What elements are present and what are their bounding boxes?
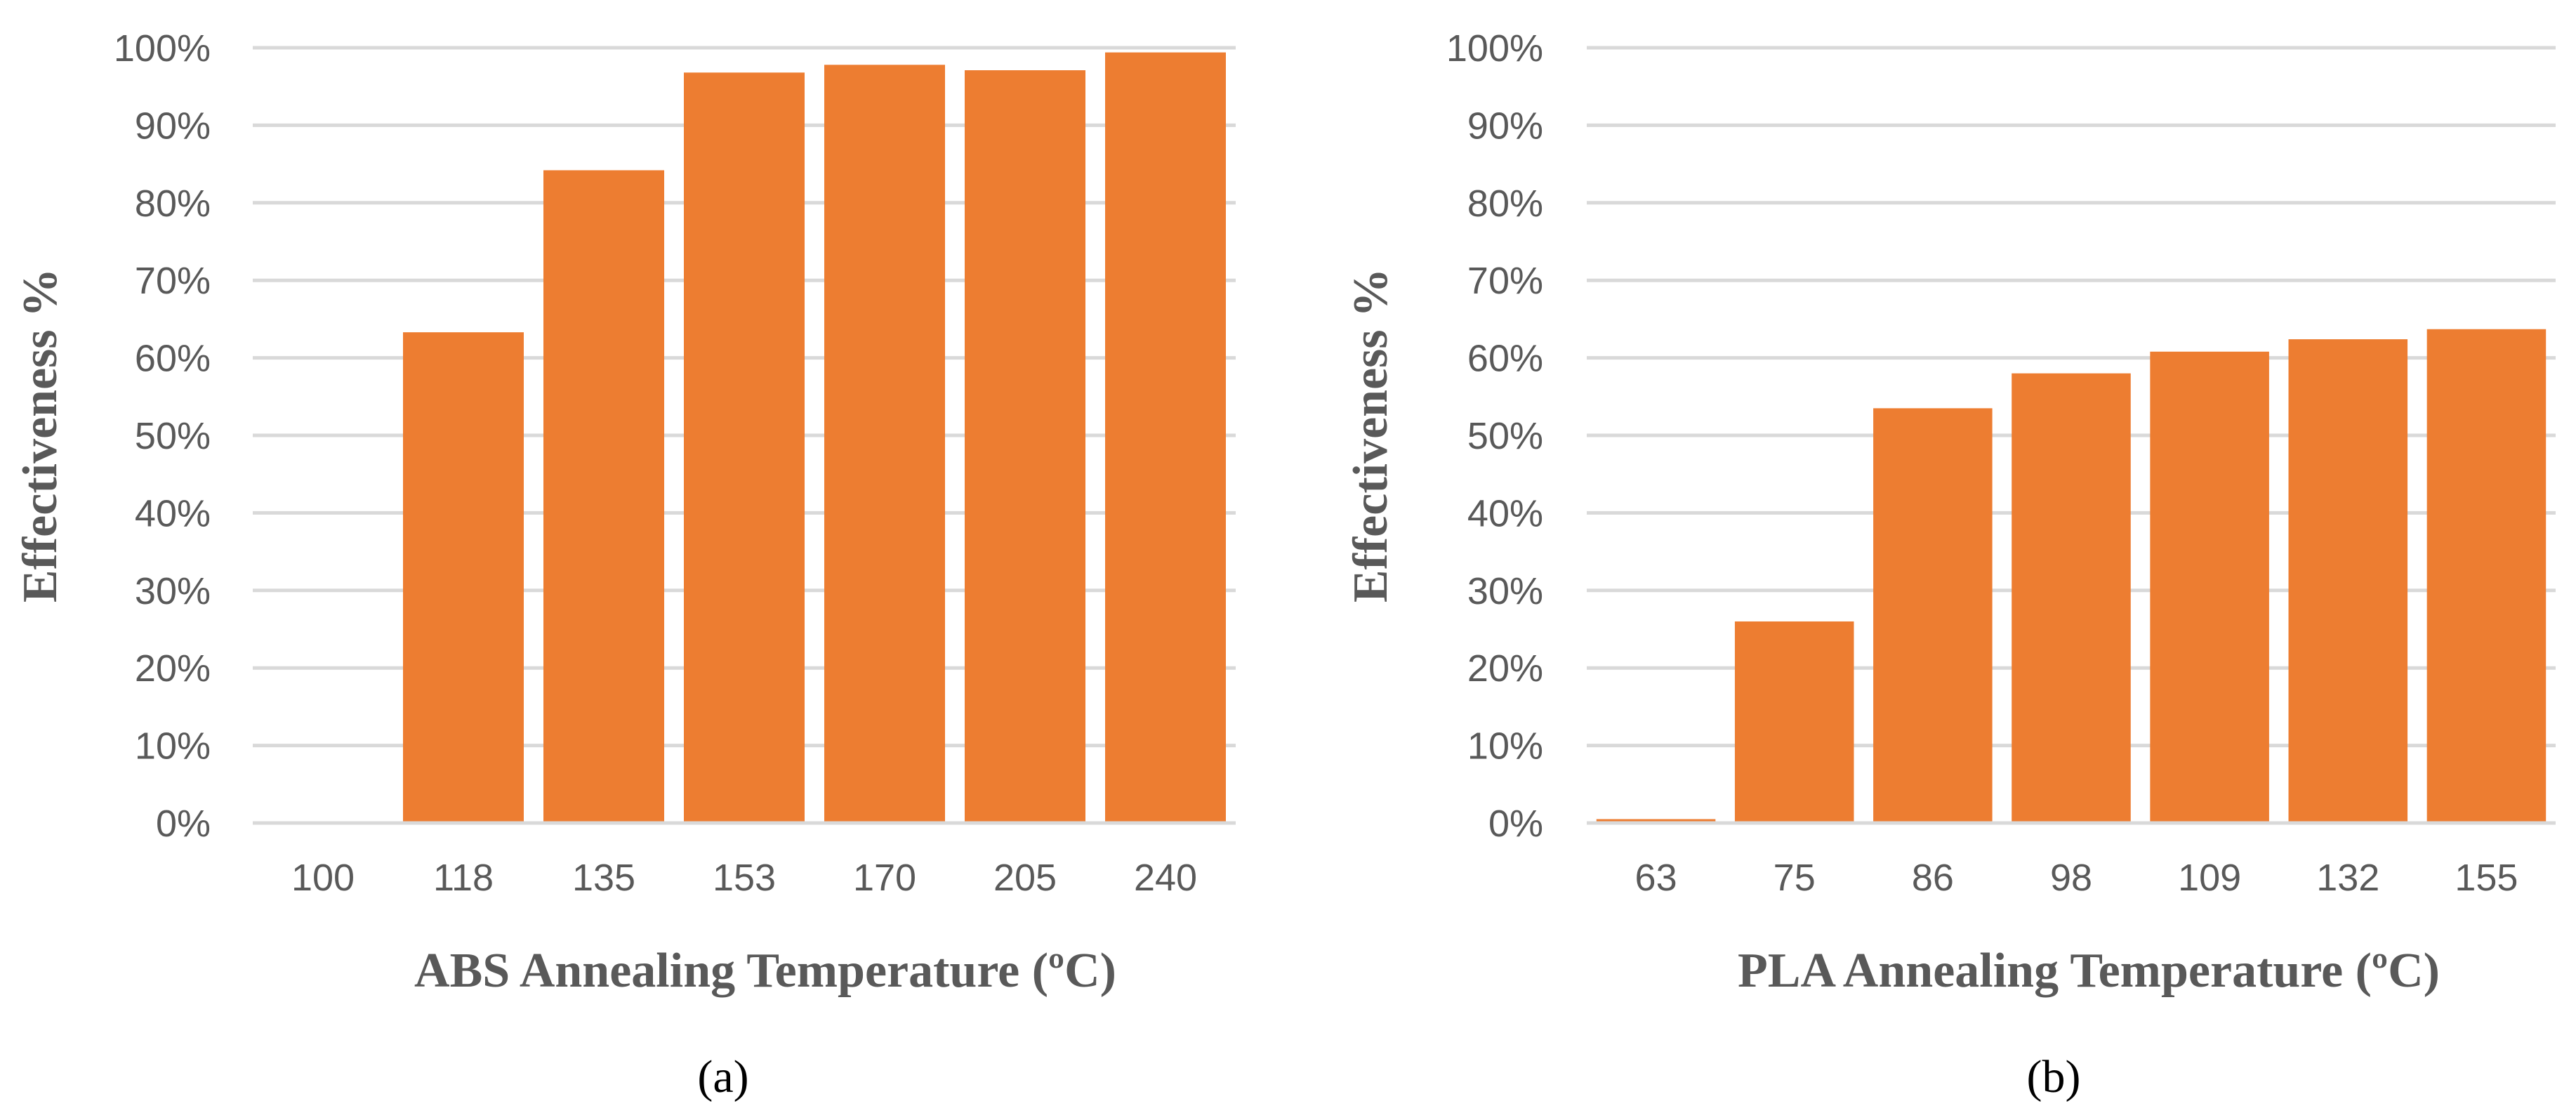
y-tick-label: 100% — [114, 27, 211, 70]
bar — [2288, 339, 2408, 823]
panel-label: (b) — [2027, 1051, 2081, 1102]
x-tick-label: 155 — [2455, 857, 2518, 899]
y-tick-label: 10% — [135, 725, 211, 768]
y-tick-label: 90% — [1467, 105, 1543, 147]
x-tick-label: 98 — [2050, 857, 2092, 899]
y-tick-label: 40% — [135, 492, 211, 534]
y-tick-labels: 0% 10% 20% 30% 40% 50% 60% 70% 80% 90% 100% — [1446, 27, 1543, 845]
x-tick-label: 170 — [853, 857, 916, 899]
y-axis-title: Effectiveness % — [13, 268, 67, 603]
bar — [965, 70, 1085, 824]
bar — [543, 170, 664, 823]
bar — [684, 72, 805, 823]
y-axis-title: Effectiveness % — [1344, 268, 1398, 603]
y-tick-label: 40% — [1467, 492, 1543, 534]
y-tick-label: 50% — [135, 415, 211, 457]
x-tick-label: 118 — [433, 857, 494, 899]
x-tick-label: 205 — [993, 857, 1057, 899]
y-tick-label: 60% — [1467, 338, 1543, 380]
y-tick-label: 20% — [135, 647, 211, 690]
panel-label: (a) — [697, 1051, 748, 1102]
bars — [1596, 329, 2547, 823]
x-tick-label: 132 — [2316, 857, 2379, 899]
y-tick-label: 30% — [135, 570, 211, 612]
bar — [1873, 408, 1993, 823]
x-tick-label: 100 — [291, 857, 355, 899]
bar — [1105, 52, 1226, 823]
y-tick-label: 70% — [1467, 260, 1543, 302]
x-tick-label: 153 — [713, 857, 776, 899]
x-tick-label: 75 — [1774, 857, 1816, 899]
y-tick-labels: 0% 10% 20% 30% 40% 50% 60% 70% 80% 90% 100% — [114, 27, 211, 845]
chart-panel-a: 0% 10% 20% 30% 40% 50% 60% 70% 80% 90% 100% 100 118… — [13, 27, 1236, 1102]
x-tick-label: 135 — [572, 857, 635, 899]
x-tick-label: 109 — [2178, 857, 2241, 899]
x-tick-labels: 63 75 86 98 109 132 155 — [1635, 857, 2518, 899]
bars — [403, 52, 1226, 824]
y-tick-label: 80% — [135, 183, 211, 225]
bar — [1596, 819, 1716, 823]
x-axis-title: ABS Annealing Temperature (ºC) — [414, 944, 1116, 998]
y-tick-label: 0% — [1488, 803, 1543, 845]
x-tick-label: 240 — [1134, 857, 1197, 899]
x-axis-title: PLA Annealing Temperature (ºC) — [1738, 944, 2440, 998]
x-tick-label: 86 — [1912, 857, 1954, 899]
bar — [2012, 373, 2131, 823]
bar — [824, 65, 945, 824]
chart-panel-b: 0% 10% 20% 30% 40% 50% 60% 70% 80% 90% 100% 63 75 86… — [1344, 27, 2556, 1102]
y-tick-label: 10% — [1467, 725, 1543, 768]
y-tick-label: 80% — [1467, 183, 1543, 225]
x-tick-labels: 100 118 135 153 170 205 240 — [291, 857, 1197, 899]
bar — [1734, 621, 1854, 823]
y-tick-label: 0% — [156, 803, 211, 845]
bar — [2150, 351, 2269, 823]
x-tick-label: 63 — [1635, 857, 1677, 899]
y-tick-label: 90% — [135, 105, 211, 147]
y-tick-label: 70% — [135, 260, 211, 302]
y-tick-label: 50% — [1467, 415, 1543, 457]
y-tick-label: 60% — [135, 338, 211, 380]
y-tick-label: 20% — [1467, 647, 1543, 690]
y-tick-label: 100% — [1446, 27, 1543, 70]
bar — [403, 332, 524, 824]
bar — [2426, 329, 2547, 823]
y-tick-label: 30% — [1467, 570, 1543, 612]
